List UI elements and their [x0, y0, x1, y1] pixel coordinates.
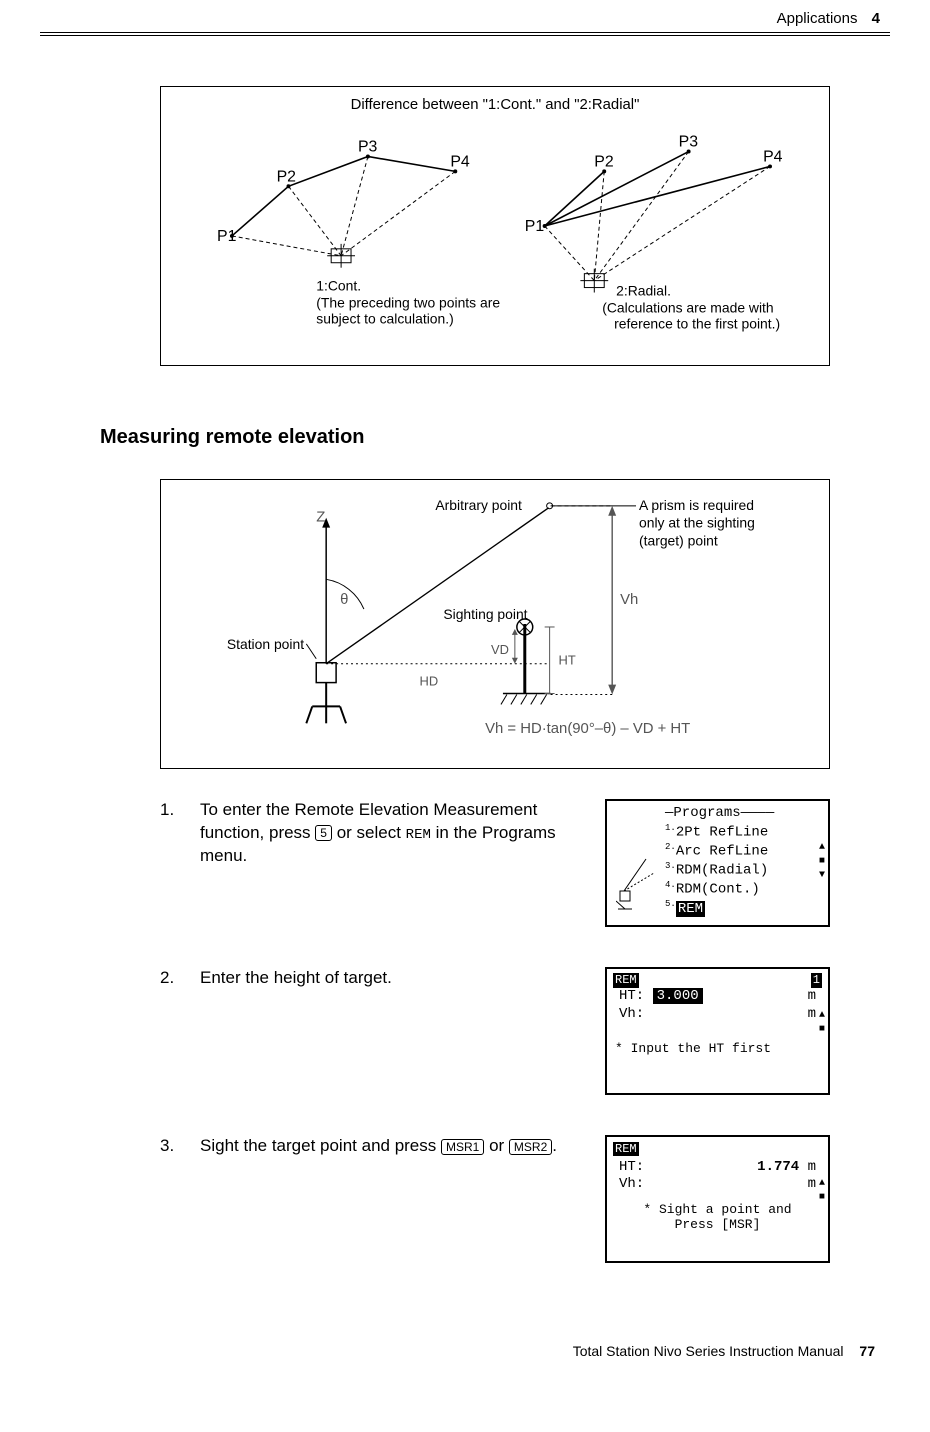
fig2-lbl-vh: Vh — [620, 592, 638, 608]
footer-page: 77 — [859, 1343, 875, 1359]
svg-text:only at the sighting: only at the sighting — [639, 515, 755, 531]
fig2-lbl-sighting: Sighting point — [443, 606, 527, 622]
vh-line-2: Vh: m — [613, 1176, 822, 1194]
key-5: 5 — [315, 825, 332, 841]
step-3-num: 3. — [160, 1135, 184, 1158]
menu-rem[interactable]: 5.REM — [665, 899, 822, 918]
section-heading: Measuring remote elevation — [100, 426, 930, 449]
fig1-left-p2: P2 — [277, 168, 297, 185]
steps: 1. To enter the Remote Elevation Measure… — [160, 799, 830, 1263]
key-msr2: MSR2 — [509, 1139, 552, 1155]
page-header: Applications 4 — [0, 0, 930, 32]
step-1: 1. To enter the Remote Elevation Measure… — [160, 799, 830, 927]
step-2-num: 2. — [160, 967, 184, 990]
footer-title: Total Station Nivo Series Instruction Ma… — [573, 1343, 844, 1359]
programs-list: —Programs———— 1.2Pt RefLine 2.Arc RefLin… — [665, 805, 822, 921]
svg-text:(Calculations are made with: (Calculations are made with — [602, 299, 773, 315]
fig2-formula: Vh = HD·tan(90°–θ) – VD + HT — [485, 721, 690, 737]
fig1-right-p2: P2 — [594, 153, 614, 170]
fig1-right-p3: P3 — [679, 134, 699, 151]
fig1-right-cap-title: 2:Radial. — [616, 283, 671, 299]
fig1-title: Difference between "1:Cont." and "2:Radi… — [351, 97, 640, 113]
step-3: 3. Sight the target point and press MSR1… — [160, 1135, 830, 1263]
programs-menu: 1.2Pt RefLine 2.Arc RefLine 3.RDM(Radial… — [665, 823, 822, 919]
figure-remote-elevation: Arbitrary point A prism is required only… — [160, 479, 830, 769]
programs-title: —Programs———— — [665, 805, 822, 823]
rem-hint-2: * Sight a point and Press [MSR] — [613, 1202, 822, 1233]
step-1-text: 1. To enter the Remote Elevation Measure… — [160, 799, 587, 868]
screen-rem-input: REM 1 HT: 3.000 m Vh: m * Input the HT f… — [605, 967, 830, 1095]
fig1-left: P1 P2 P3 P4 1:Cont. (The preceding t — [217, 139, 500, 327]
figure-cont-radial: Difference between "1:Cont." and "2:Radi… — [160, 86, 830, 366]
svg-text:(target) point: (target) point — [639, 533, 718, 549]
programs-icon — [613, 805, 661, 921]
svg-text:(The preceding two points are: (The preceding two points are — [316, 294, 500, 310]
scroll-indicator: ▲■▼ — [819, 841, 825, 883]
screen-rem-sight: REM HT: 1.774 m Vh: m * Sight a point an… — [605, 1135, 830, 1263]
step-3-text: 3. Sight the target point and press MSR1… — [160, 1135, 587, 1158]
step-2: 2. Enter the height of target. REM 1 HT:… — [160, 967, 830, 1095]
vh-line: Vh: m — [613, 1006, 822, 1024]
step-2-body: Enter the height of target. — [200, 967, 392, 990]
fig1-left-p4: P4 — [450, 153, 470, 170]
step-1-body: To enter the Remote Elevation Measuremen… — [200, 799, 587, 868]
header-rule — [40, 32, 890, 33]
fig2-lbl-hd: HD — [420, 674, 439, 689]
key-msr1: MSR1 — [441, 1139, 484, 1155]
footer: Total Station Nivo Series Instruction Ma… — [0, 1343, 875, 1359]
fig2-lbl-theta: θ — [340, 592, 348, 608]
fig2-lbl-vd: VD — [491, 642, 509, 657]
fig1-right: P1 P2 P3 P4 2:Radial. (Calcula — [525, 134, 783, 332]
ht-value-display: 1.774 — [757, 1159, 799, 1175]
fig1-right-p1: P1 — [525, 218, 545, 235]
fig1-right-p4: P4 — [763, 148, 783, 165]
fig2-lbl-station: Station point — [227, 636, 304, 652]
fig1-left-cap-title: 1:Cont. — [316, 278, 361, 294]
rem-tag: REM — [613, 973, 639, 988]
scroll-indicator-3: ▲■ — [819, 1177, 825, 1205]
figure2-svg: Arbitrary point A prism is required only… — [161, 480, 829, 768]
screen-programs: —Programs———— 1.2Pt RefLine 2.Arc RefLin… — [605, 799, 830, 927]
rem-corner: 1 — [811, 973, 822, 988]
step-2-text: 2. Enter the height of target. — [160, 967, 587, 990]
rem-code: REM — [406, 827, 431, 843]
ht-line: HT: 3.000 m — [613, 988, 822, 1006]
svg-text:subject to calculation.): subject to calculation.) — [316, 310, 453, 326]
rem-hint: * Input the HT first — [613, 1041, 822, 1057]
step-3-body: Sight the target point and press MSR1 or… — [200, 1135, 557, 1158]
menu-rdm-radial[interactable]: 3.RDM(Radial) — [665, 861, 822, 880]
fig2-lbl-z: Z — [316, 510, 325, 526]
step-1-num: 1. — [160, 799, 184, 868]
svg-text:A prism is required: A prism is required — [639, 497, 754, 513]
ht-value-input[interactable]: 3.000 — [653, 988, 703, 1004]
svg-text:reference to the first point.): reference to the first point.) — [614, 315, 780, 331]
figure1-svg: Difference between "1:Cont." and "2:Radi… — [161, 87, 829, 365]
ht-line-2: HT: 1.774 m — [613, 1159, 822, 1177]
fig1-left-p3: P3 — [358, 139, 378, 156]
menu-rdm-cont[interactable]: 4.RDM(Cont.) — [665, 880, 822, 899]
header-section: Applications — [777, 10, 858, 27]
menu-2pt-refline[interactable]: 1.2Pt RefLine — [665, 823, 822, 842]
header-rule-inner — [40, 35, 890, 36]
rem-tag-2: REM — [613, 1142, 639, 1156]
scroll-indicator-2: ▲■ — [819, 1009, 825, 1037]
fig2-lbl-ht: HT — [559, 653, 576, 668]
header-chapter: 4 — [872, 10, 880, 27]
menu-arc-refline[interactable]: 2.Arc RefLine — [665, 842, 822, 861]
fig2-lbl-arbitrary: Arbitrary point — [435, 497, 522, 513]
